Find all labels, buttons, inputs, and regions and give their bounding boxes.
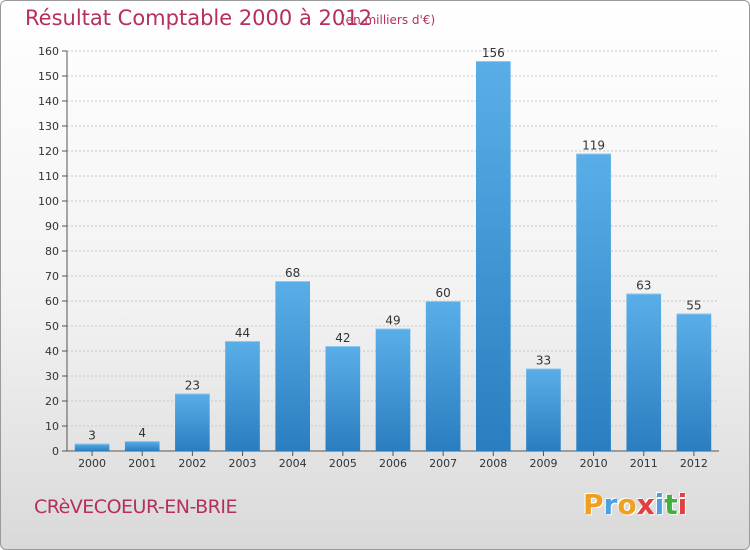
y-tick-label: 30 [45,370,59,383]
bar [526,368,561,451]
logo-letter: o [617,488,637,521]
chart-title: Résultat Comptable 2000 à 2012 [25,6,372,30]
x-tick-label: 2003 [229,457,257,470]
value-label: 63 [636,279,651,293]
x-tick-label: 2011 [630,457,658,470]
logo-letter: r [603,488,618,521]
value-label: 3 [88,429,96,443]
bar [476,61,511,451]
x-tick-label: 2000 [78,457,106,470]
value-label: 23 [185,379,200,393]
x-tick-label: 2001 [128,457,156,470]
x-tick-label: 2009 [529,457,557,470]
y-tick-label: 40 [45,345,59,358]
bar [74,443,110,451]
commune-name: CRèVECOEUR-EN-BRIE [34,496,237,518]
y-tick-label: 150 [38,70,59,83]
y-tick-label: 90 [45,220,59,233]
x-tick-label: 2010 [580,457,608,470]
value-label: 44 [235,326,250,340]
y-tick-label: 130 [38,120,59,133]
bar-chart: 0 10 20 30 40 50 60 70 80 90 100 110 120 130 140 150 160… [38,45,719,470]
y-tick-label: 160 [38,45,59,58]
logo-letter: P [583,488,604,521]
proxiti-logo: Proxiti [583,488,687,521]
x-tick-label: 2002 [178,457,206,470]
y-tick-label: 140 [38,95,59,108]
logo-letter: i [677,488,688,521]
y-tick-label: 100 [38,195,59,208]
value-label: 156 [482,46,505,60]
y-tick-labels: 0 10 20 30 40 50 60 70 80 90 100 110 120 130 140 150 160 [38,45,59,458]
y-tick-label: 60 [45,295,59,308]
y-tick-label: 10 [45,420,59,433]
value-label: 55 [686,299,701,313]
value-label: 119 [582,139,605,153]
x-tick-label: 2012 [680,457,708,470]
x-tick-label: 2004 [279,457,307,470]
x-tick-label: 2005 [329,457,357,470]
bar [275,281,310,451]
value-label: 4 [138,426,146,440]
logo-letter: i [654,488,665,521]
bar [375,328,411,451]
x-tick-label: 2006 [379,457,407,470]
bars [74,61,712,451]
logo-letter: x [636,488,655,521]
logo-letter: t [664,488,678,521]
value-label: 42 [335,331,350,345]
y-tick-label: 70 [45,270,59,283]
value-labels: 3 4 23 44 68 42 49 60 156 33 119 63 55 [88,46,701,443]
bar [175,393,210,451]
value-label: 49 [385,314,400,328]
value-label: 33 [536,354,551,368]
x-tick-label: 2007 [429,457,457,470]
bar [325,346,361,451]
bar [225,341,260,451]
bar [425,301,461,451]
bar [676,313,712,451]
y-tick-label: 120 [38,145,59,158]
y-tick-label: 110 [38,170,59,183]
bar [576,153,611,451]
x-tick-label: 2008 [479,457,507,470]
bar [626,293,662,451]
value-label: 68 [285,266,300,280]
y-tick-label: 50 [45,320,59,333]
y-tick-label: 0 [52,445,59,458]
bar [124,441,160,451]
chart-subtitle: (en milliers d'€) [341,13,436,27]
y-tick-label: 20 [45,395,59,408]
x-tick-labels: 2000 2001 2002 2003 2004 2005 2006 2007 2008 2009… [78,451,708,470]
y-tick-label: 80 [45,245,59,258]
value-label: 60 [436,286,451,300]
